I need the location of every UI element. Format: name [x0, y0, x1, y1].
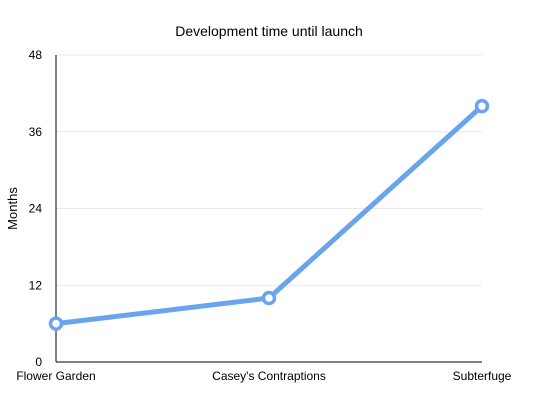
chart-title: Development time until launch: [175, 23, 363, 39]
y-tick-label: 0: [35, 355, 42, 369]
data-point: [48, 316, 64, 331]
x-tick-label: Subterfuge: [453, 369, 512, 383]
y-tick-label: 48: [29, 48, 43, 62]
y-axis-ticks: 0 12 24 36 48: [29, 48, 43, 369]
gridlines: [56, 54, 482, 286]
y-tick-label: 24: [29, 202, 43, 216]
data-point: [261, 290, 277, 306]
y-axis-label: Months: [5, 187, 20, 230]
x-axis-ticks: Flower Garden Casey's Contraptions Subterf…: [16, 369, 511, 383]
series-layer: [48, 98, 490, 331]
x-tick-label: Casey's Contraptions: [212, 369, 326, 383]
data-point: [474, 98, 490, 114]
x-tick-label: Flower Garden: [16, 369, 95, 383]
y-tick-label: 36: [29, 125, 43, 139]
y-tick-label: 12: [29, 278, 43, 292]
